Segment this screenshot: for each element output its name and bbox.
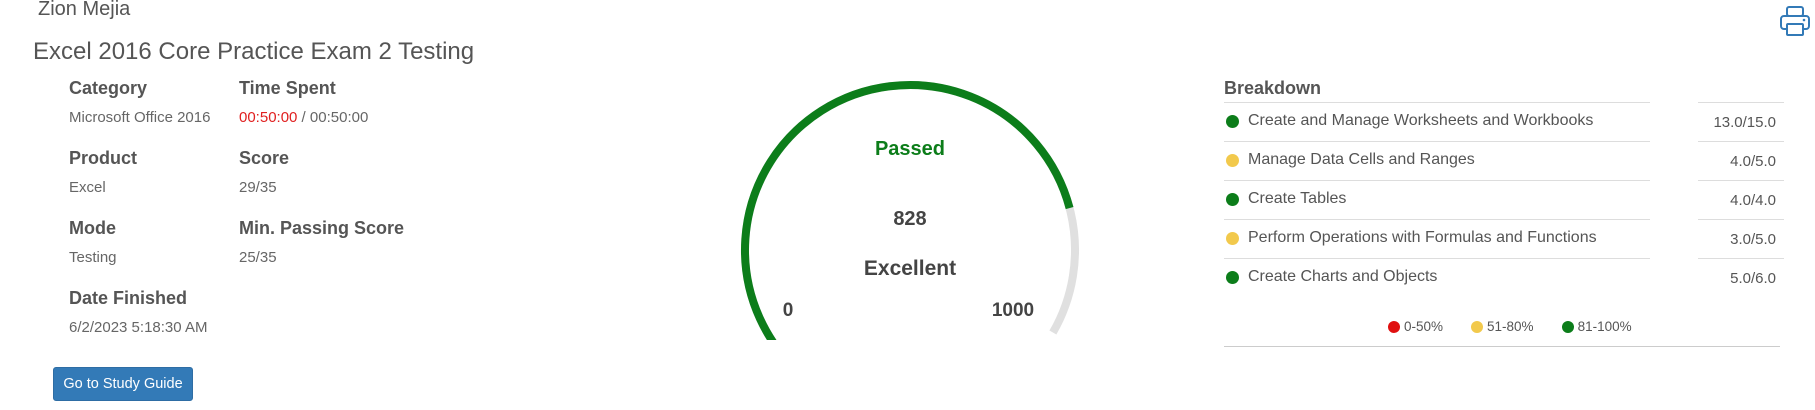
status-dot-icon xyxy=(1226,193,1239,206)
score-gauge: Passed 828 Excellent 0 1000 xyxy=(720,50,1100,380)
exam-title: Excel 2016 Core Practice Exam 2 Testing xyxy=(33,38,475,65)
breakdown-score: 5.0/6.0 xyxy=(1730,270,1776,287)
mode-block: Mode Testing xyxy=(69,218,117,266)
status-dot-icon xyxy=(1226,232,1239,245)
gauge-fill xyxy=(741,81,1074,380)
score-label: Score xyxy=(239,148,290,168)
breakdown-objective: Create Charts and Objects xyxy=(1248,268,1438,285)
legend-dot-icon xyxy=(1471,320,1484,333)
product-block: Product Excel xyxy=(69,148,137,196)
breakdown-name-cell: Create and Manage Worksheets and Workboo… xyxy=(1224,102,1650,141)
time-spent-block: Time Spent 00:50:00 / 00:50:00 xyxy=(239,78,368,126)
breakdown-name-cell: Create Charts and Objects xyxy=(1224,258,1650,297)
legend-label: 81-100% xyxy=(1577,319,1632,334)
time-total: 00:50:00 xyxy=(309,109,369,126)
breakdown-score: 4.0/4.0 xyxy=(1730,192,1776,209)
score-block: Score 29/35 xyxy=(239,148,289,196)
breakdown-score: 4.0/5.0 xyxy=(1730,153,1776,170)
breakdown-legend: 0-50% 51-80% 81-100% xyxy=(1224,318,1780,347)
gauge-status: Passed xyxy=(875,138,945,160)
breakdown-objective: Create and Manage Worksheets and Workboo… xyxy=(1248,112,1594,129)
breakdown-row: Create and Manage Worksheets and Workboo… xyxy=(1224,102,1784,141)
score-value: 29/35 xyxy=(239,179,277,196)
mode-value: Testing xyxy=(69,249,117,266)
breakdown-name-cell: Manage Data Cells and Ranges xyxy=(1224,141,1650,180)
breakdown-objective: Create Tables xyxy=(1248,190,1347,207)
product-value: Excel xyxy=(69,179,106,196)
breakdown-row: Create Tables 4.0/4.0 xyxy=(1224,180,1784,219)
breakdown-objective: Perform Operations with Formulas and Fun… xyxy=(1248,229,1597,246)
breakdown-score-cell: 3.0/5.0 xyxy=(1698,219,1784,258)
breakdown-score-cell: 5.0/6.0 xyxy=(1698,258,1784,297)
legend-dot-icon xyxy=(1561,320,1574,333)
min-passing-label: Min. Passing Score xyxy=(239,218,405,238)
breakdown-score: 13.0/15.0 xyxy=(1713,114,1776,131)
time-elapsed: 00:50:00 xyxy=(239,109,298,126)
legend-item: 51-80% xyxy=(1471,319,1534,334)
time-spent-value: 00:50:00 / 00:50:00 xyxy=(239,109,368,126)
legend-item: 0-50% xyxy=(1388,319,1443,334)
breakdown-score: 3.0/5.0 xyxy=(1730,231,1776,248)
category-block: Category Microsoft Office 2016 xyxy=(69,78,210,126)
breakdown-list: Create and Manage Worksheets and Workboo… xyxy=(1224,102,1784,297)
breakdown-row: Perform Operations with Formulas and Fun… xyxy=(1224,219,1784,258)
gauge-rating: Excellent xyxy=(864,257,956,280)
breakdown-score-cell: 13.0/15.0 xyxy=(1698,102,1784,141)
breakdown-row: Manage Data Cells and Ranges 4.0/5.0 xyxy=(1224,141,1784,180)
status-dot-icon xyxy=(1226,271,1239,284)
min-passing-value: 25/35 xyxy=(239,249,277,266)
printer-icon[interactable] xyxy=(1778,4,1812,38)
date-finished-block: Date Finished 6/2/2023 5:18:30 AM xyxy=(69,288,207,336)
breakdown-row: Create Charts and Objects 5.0/6.0 xyxy=(1224,258,1784,297)
legend-label: 51-80% xyxy=(1487,319,1534,334)
date-finished-label: Date Finished xyxy=(69,288,188,308)
gauge-min-label: 0 xyxy=(783,300,794,321)
min-passing-block: Min. Passing Score 25/35 xyxy=(239,218,404,266)
user-name: Zion Mejia xyxy=(38,0,131,20)
legend-label: 0-50% xyxy=(1404,319,1444,334)
status-dot-icon xyxy=(1226,154,1239,167)
date-finished-value: 6/2/2023 5:18:30 AM xyxy=(69,319,208,336)
study-guide-button[interactable]: Go to Study Guide xyxy=(53,367,193,401)
gauge-score: 828 xyxy=(893,208,926,230)
breakdown-title: Breakdown xyxy=(1224,78,1322,98)
breakdown-score-cell: 4.0/4.0 xyxy=(1698,180,1784,219)
time-spent-label: Time Spent xyxy=(239,78,336,98)
mode-label: Mode xyxy=(69,218,116,238)
breakdown-name-cell: Create Tables xyxy=(1224,180,1650,219)
category-value: Microsoft Office 2016 xyxy=(69,109,211,126)
category-label: Category xyxy=(69,78,148,98)
breakdown-score-cell: 4.0/5.0 xyxy=(1698,141,1784,180)
time-separator: / xyxy=(297,109,310,126)
status-dot-icon xyxy=(1226,115,1239,128)
gauge-max-label: 1000 xyxy=(992,300,1034,321)
product-label: Product xyxy=(69,148,138,168)
legend-dot-icon xyxy=(1388,320,1400,333)
breakdown-objective: Manage Data Cells and Ranges xyxy=(1248,151,1475,168)
legend-item: 81-100% xyxy=(1561,319,1632,334)
breakdown-name-cell: Perform Operations with Formulas and Fun… xyxy=(1224,219,1650,258)
